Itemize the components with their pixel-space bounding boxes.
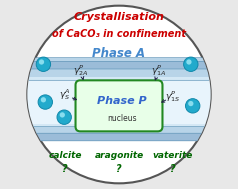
Text: vaterite: vaterite — [153, 151, 193, 160]
Circle shape — [57, 110, 71, 124]
Text: Phase A: Phase A — [92, 47, 146, 60]
FancyBboxPatch shape — [75, 80, 163, 131]
Bar — [26, 61, 212, 69]
Circle shape — [188, 101, 193, 106]
Bar — [26, 124, 212, 127]
Text: $\gamma_{S}^{A}$: $\gamma_{S}^{A}$ — [59, 87, 71, 102]
Text: ?: ? — [116, 164, 122, 174]
Bar — [26, 133, 212, 141]
Circle shape — [39, 59, 44, 65]
Bar — [26, 127, 212, 133]
Circle shape — [41, 97, 46, 102]
Text: $\gamma_{1S}^{P}$: $\gamma_{1S}^{P}$ — [165, 89, 180, 104]
Ellipse shape — [27, 6, 211, 183]
Bar — [26, 69, 212, 77]
Circle shape — [60, 112, 65, 118]
Text: aragonite: aragonite — [94, 151, 144, 160]
Circle shape — [186, 59, 192, 65]
Circle shape — [38, 95, 52, 109]
Circle shape — [184, 57, 198, 71]
Bar — [26, 80, 212, 124]
Bar — [26, 77, 212, 80]
Circle shape — [186, 99, 200, 113]
Text: of CaCO₃ in confinement: of CaCO₃ in confinement — [52, 29, 186, 39]
Text: $\gamma_{1A}^{P}$: $\gamma_{1A}^{P}$ — [151, 64, 166, 78]
Text: $\gamma_{2A}^{P}$: $\gamma_{2A}^{P}$ — [73, 64, 88, 78]
Text: Crystallisation: Crystallisation — [74, 12, 164, 22]
Text: ?: ? — [62, 164, 68, 174]
Text: ?: ? — [170, 164, 176, 174]
Bar — [26, 58, 212, 61]
Text: Phase P: Phase P — [97, 96, 147, 106]
Text: calcite: calcite — [48, 151, 82, 160]
Text: nucleus: nucleus — [107, 114, 137, 123]
Circle shape — [36, 57, 51, 71]
